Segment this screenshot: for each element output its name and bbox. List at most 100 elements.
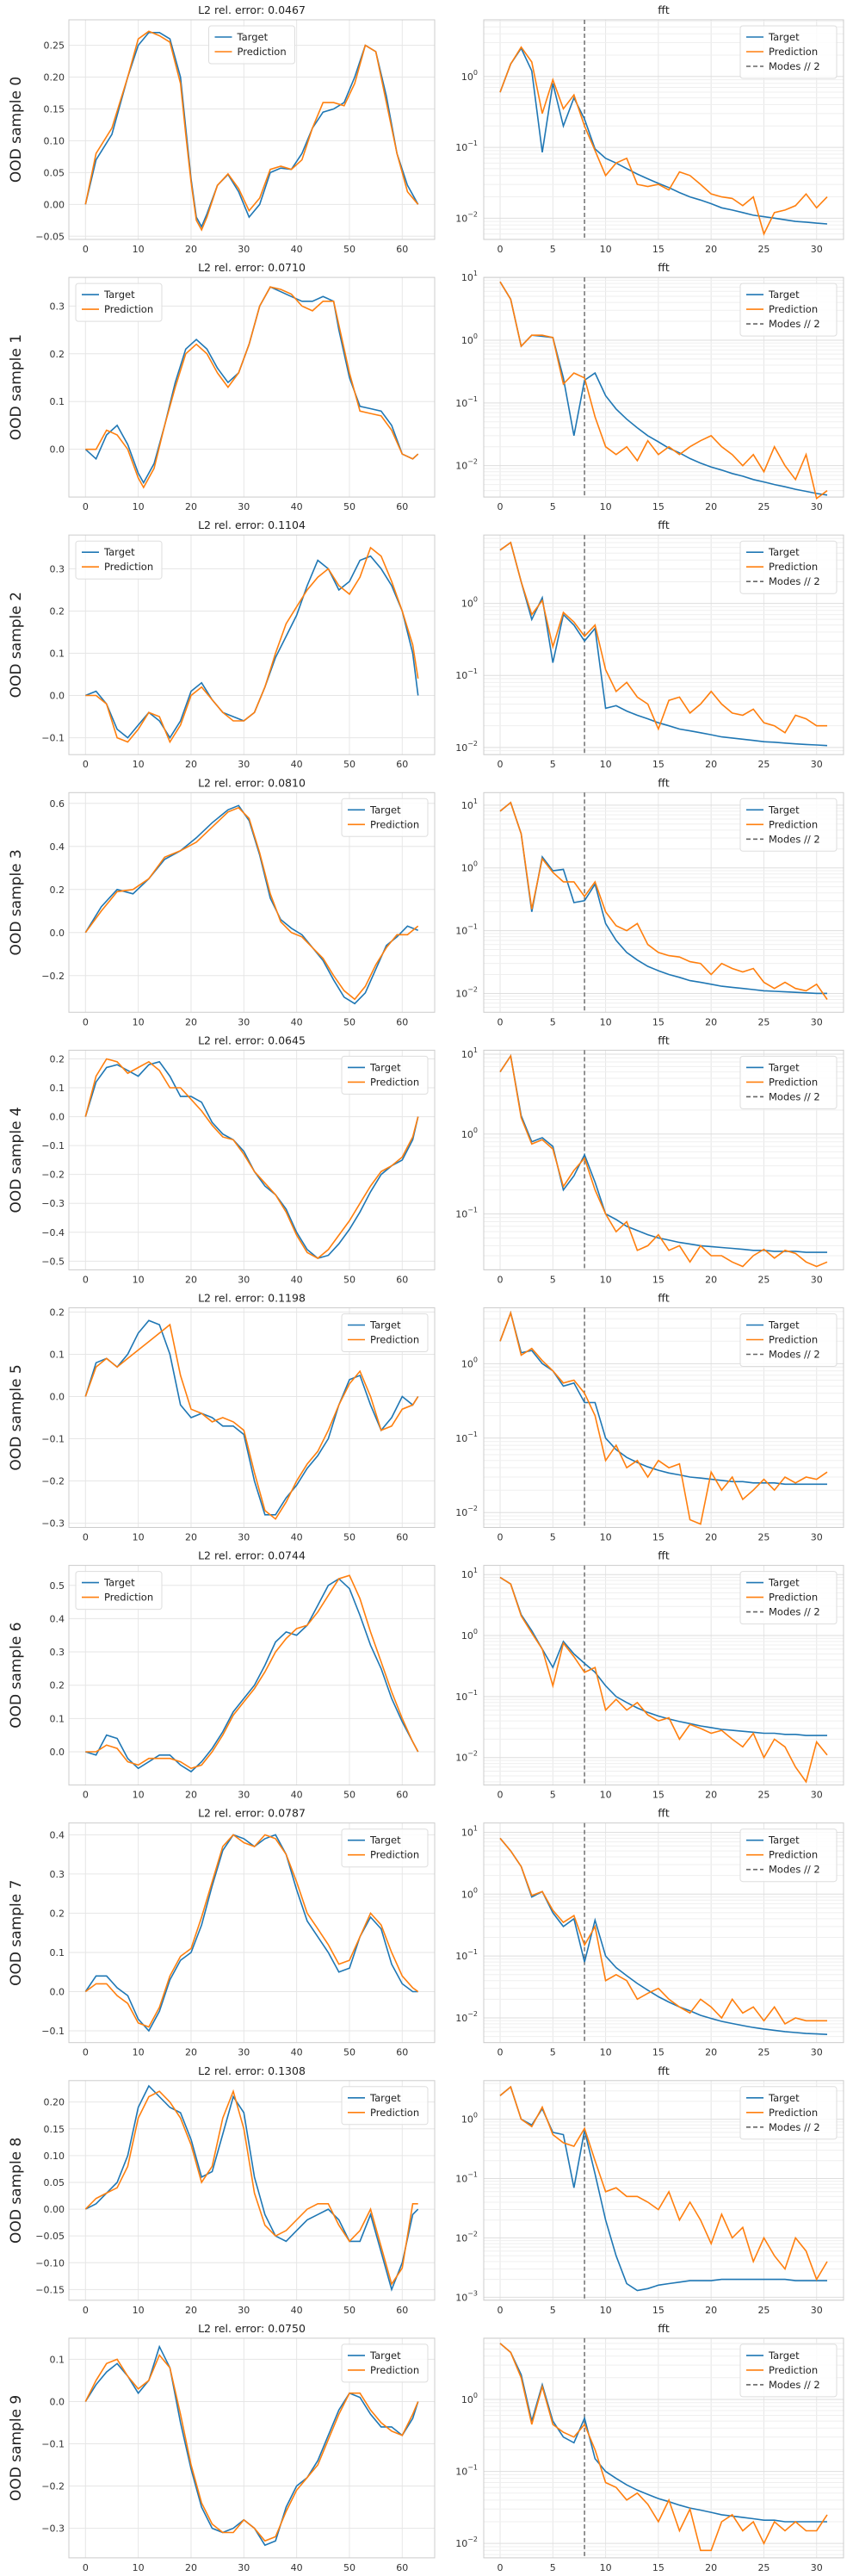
x-tick-label: 20 [185,2047,197,2058]
signal-frame [68,791,436,1013]
signal-panel: L2 rel. error: 0.0467 0 10 20 30 40 50 60 −0.05 0… [35,3,436,255]
legend-label-target: Target [768,1577,800,1589]
x-tick-label: 0 [83,1532,89,1543]
x-tick-label: 30 [811,2562,823,2573]
y-tick-label: 10−2 [455,1750,478,1764]
y-tick-label: 100 [461,2112,478,2126]
y-tick-label: 0.3 [50,563,65,574]
fft-series-prediction [499,2085,828,2281]
x-tick-label: 10 [600,2562,612,2573]
x-tick-label: 10 [133,1016,145,1027]
signal-legend: Target Prediction [341,1828,429,1868]
x-tick-label: 30 [238,501,250,512]
fft-panel: fft 0 5 10 15 20 25 30 10−2 10−1 100 Target Predicti… [455,518,844,770]
legend-label-prediction: Prediction [370,1849,419,1861]
y-tick-label: −0.3 [41,1518,65,1530]
x-tick-label: 0 [83,1790,89,1801]
x-tick-label: 30 [811,2047,823,2058]
series-prediction [85,1574,419,1770]
y-tick-label: −0.10 [35,2257,65,2269]
y-tick-label: 0.2 [50,885,65,896]
y-tick-label: 0.20 [44,72,65,84]
fft-frame [483,791,844,1013]
fft-panel: fft 0 5 10 15 20 25 30 10−2 10−1 100 Target Predicti… [455,1292,844,1543]
y-tick-label: 0.3 [50,1647,65,1658]
signal-panel: L2 rel. error: 0.0787 0 10 20 30 40 50 60 −0.1 0.… [41,1807,436,2058]
y-tick-label: 10−2 [455,458,478,472]
x-tick-label: 30 [238,244,250,255]
legend-label-prediction: Prediction [370,2364,419,2376]
fft-series-prediction [499,801,828,1000]
legend-label-modes: Modes // 2 [769,1864,820,1876]
y-tick-label: 0.3 [50,301,65,312]
legend-box [739,1055,838,1109]
y-tick-label: 0.2 [50,1053,65,1065]
legend-box [208,25,295,65]
legend-label-prediction: Prediction [104,1592,153,1604]
legend-label-target: Target [768,546,800,558]
fft-title: fft [658,776,670,789]
signal-panel: L2 rel. error: 0.0645 0 10 20 30 40 50 60 −0.5 −0… [41,1034,436,1285]
fft-panel: fft 0 5 10 15 20 25 30 10−2 10−1 100 101 Target Predi… [455,1807,844,2058]
x-tick-label: 15 [652,1274,664,1285]
signal-title: L2 rel. error: 0.0710 [198,261,306,274]
y-tick-label: 0.2 [50,349,65,360]
chart-row-6: OOD sample 6 L2 rel. error: 0.0744 0 10 20 30… [8,1549,844,1801]
x-tick-label: 5 [550,501,556,512]
y-tick-label: 100 [461,1628,478,1642]
y-tick-label: 0.0 [50,1112,65,1123]
signal-title: L2 rel. error: 0.0810 [198,776,306,789]
signal-frame [68,2080,436,2301]
x-tick-label: 0 [83,2047,89,2058]
x-tick-label: 10 [600,1790,612,1801]
x-tick-label: 20 [185,1532,197,1543]
series-prediction [85,286,419,489]
signal-title: L2 rel. error: 0.0750 [198,2322,306,2335]
y-tick-label: 0.0 [50,691,65,702]
legend-label-modes: Modes // 2 [769,1349,820,1361]
fft-series-target [499,2085,827,2292]
y-tick-label: 0.0 [50,1391,65,1402]
x-tick-label: 15 [652,1532,664,1543]
y-tick-label: 10−1 [455,1206,478,1220]
y-tick-label: 0.0 [50,928,65,939]
legend-box [739,282,838,337]
x-tick-label: 50 [343,1790,355,1801]
fft-panel: fft 0 5 10 15 20 25 30 10−1 100 101 Target Predictio… [455,1034,844,1285]
x-tick-label: 10 [600,244,612,255]
x-tick-label: 15 [652,1790,664,1801]
y-tick-label: 100 [461,860,478,874]
x-tick-label: 0 [83,1274,89,1285]
x-tick-label: 60 [396,2562,408,2573]
y-tick-label: 0.20 [44,2097,65,2108]
legend-box [341,2086,429,2126]
x-tick-label: 10 [600,501,612,512]
x-tick-label: 30 [238,1790,250,1801]
x-tick-label: 15 [652,2047,664,2058]
y-tick-label: 0.05 [44,2177,65,2188]
x-tick-label: 50 [343,1274,355,1285]
row-ylabel: OOD sample 3 [8,849,25,955]
legend-label-prediction: Prediction [370,1334,419,1346]
legend-label-target: Target [768,804,800,816]
row-ylabel: OOD sample 6 [8,1622,25,1728]
x-tick-label: 30 [811,1016,823,1027]
x-tick-label: 0 [498,759,504,770]
signal-legend: Target Prediction [75,540,163,580]
legend-label-modes: Modes // 2 [769,2379,820,2391]
y-tick-label: 10−1 [455,395,478,409]
signal-frame [68,19,436,240]
x-tick-label: 60 [396,1016,408,1027]
chart-row-9: OOD sample 9 L2 rel. error: 0.0750 0 10 20 30… [8,2322,844,2573]
fft-frame [483,1307,844,1528]
y-tick-label: 10−1 [455,923,478,937]
fft-frame [483,534,844,755]
y-tick-label: 10−2 [455,740,478,754]
fft-title: fft [658,3,670,16]
y-tick-label: −0.2 [41,971,65,982]
legend-label-prediction: Prediction [769,1334,818,1346]
legend-label-target: Target [369,1319,401,1331]
x-tick-label: 30 [238,2562,250,2573]
fft-series-prediction [499,1837,827,2025]
y-tick-label: 0.1 [50,649,65,660]
